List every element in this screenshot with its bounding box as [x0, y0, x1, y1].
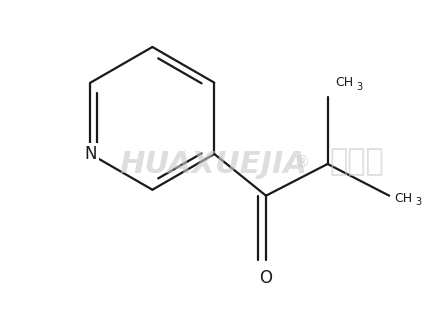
- Text: ®: ®: [294, 155, 310, 170]
- Text: 3: 3: [357, 82, 363, 92]
- Text: HUAXUEJIA: HUAXUEJIA: [119, 150, 307, 180]
- Text: N: N: [84, 145, 97, 163]
- Text: 3: 3: [415, 196, 421, 207]
- Text: 化学加: 化学加: [329, 148, 384, 177]
- Text: CH: CH: [336, 76, 354, 89]
- Text: O: O: [259, 269, 273, 287]
- Text: CH: CH: [394, 192, 412, 205]
